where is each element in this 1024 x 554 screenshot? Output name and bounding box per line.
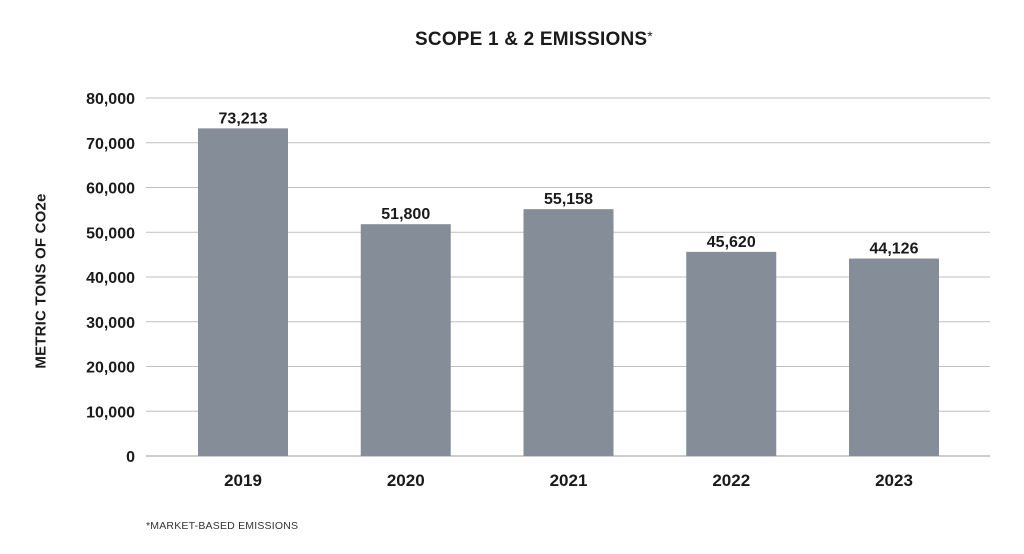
footnote: *MARKET-BASED EMISSIONS bbox=[146, 520, 299, 532]
data-label: 44,126 bbox=[870, 241, 919, 258]
data-label: 55,158 bbox=[544, 191, 593, 208]
y-tick-label: 40,000 bbox=[86, 270, 135, 287]
y-tick-label: 70,000 bbox=[86, 136, 135, 153]
y-tick-label: 80,000 bbox=[86, 91, 135, 108]
bar bbox=[198, 128, 288, 456]
data-label: 45,620 bbox=[707, 234, 756, 251]
y-tick-label: 30,000 bbox=[86, 315, 135, 332]
x-tick-label: 2021 bbox=[550, 471, 588, 490]
chart-title-text: SCOPE 1 & 2 EMISSIONS bbox=[415, 29, 648, 50]
y-tick-label: 20,000 bbox=[86, 360, 135, 377]
data-label: 51,800 bbox=[381, 206, 430, 223]
title-footnote-marker: * bbox=[647, 28, 653, 44]
y-tick-label: 10,000 bbox=[86, 404, 135, 421]
bar bbox=[849, 258, 939, 456]
bar bbox=[360, 224, 451, 456]
x-tick-label: 2023 bbox=[875, 471, 913, 490]
y-tick-label: 50,000 bbox=[86, 225, 135, 242]
x-tick-label: 2019 bbox=[224, 471, 262, 490]
x-tick-label: 2020 bbox=[387, 471, 425, 490]
bar bbox=[523, 209, 614, 456]
bar bbox=[686, 251, 777, 456]
y-tick-label: 0 bbox=[126, 449, 135, 466]
y-tick-label: 60,000 bbox=[86, 181, 135, 198]
data-label: 73,213 bbox=[219, 110, 268, 127]
x-tick-label: 2022 bbox=[712, 471, 750, 490]
chart-title: SCOPE 1 & 2 EMISSIONS* bbox=[0, 28, 1024, 51]
